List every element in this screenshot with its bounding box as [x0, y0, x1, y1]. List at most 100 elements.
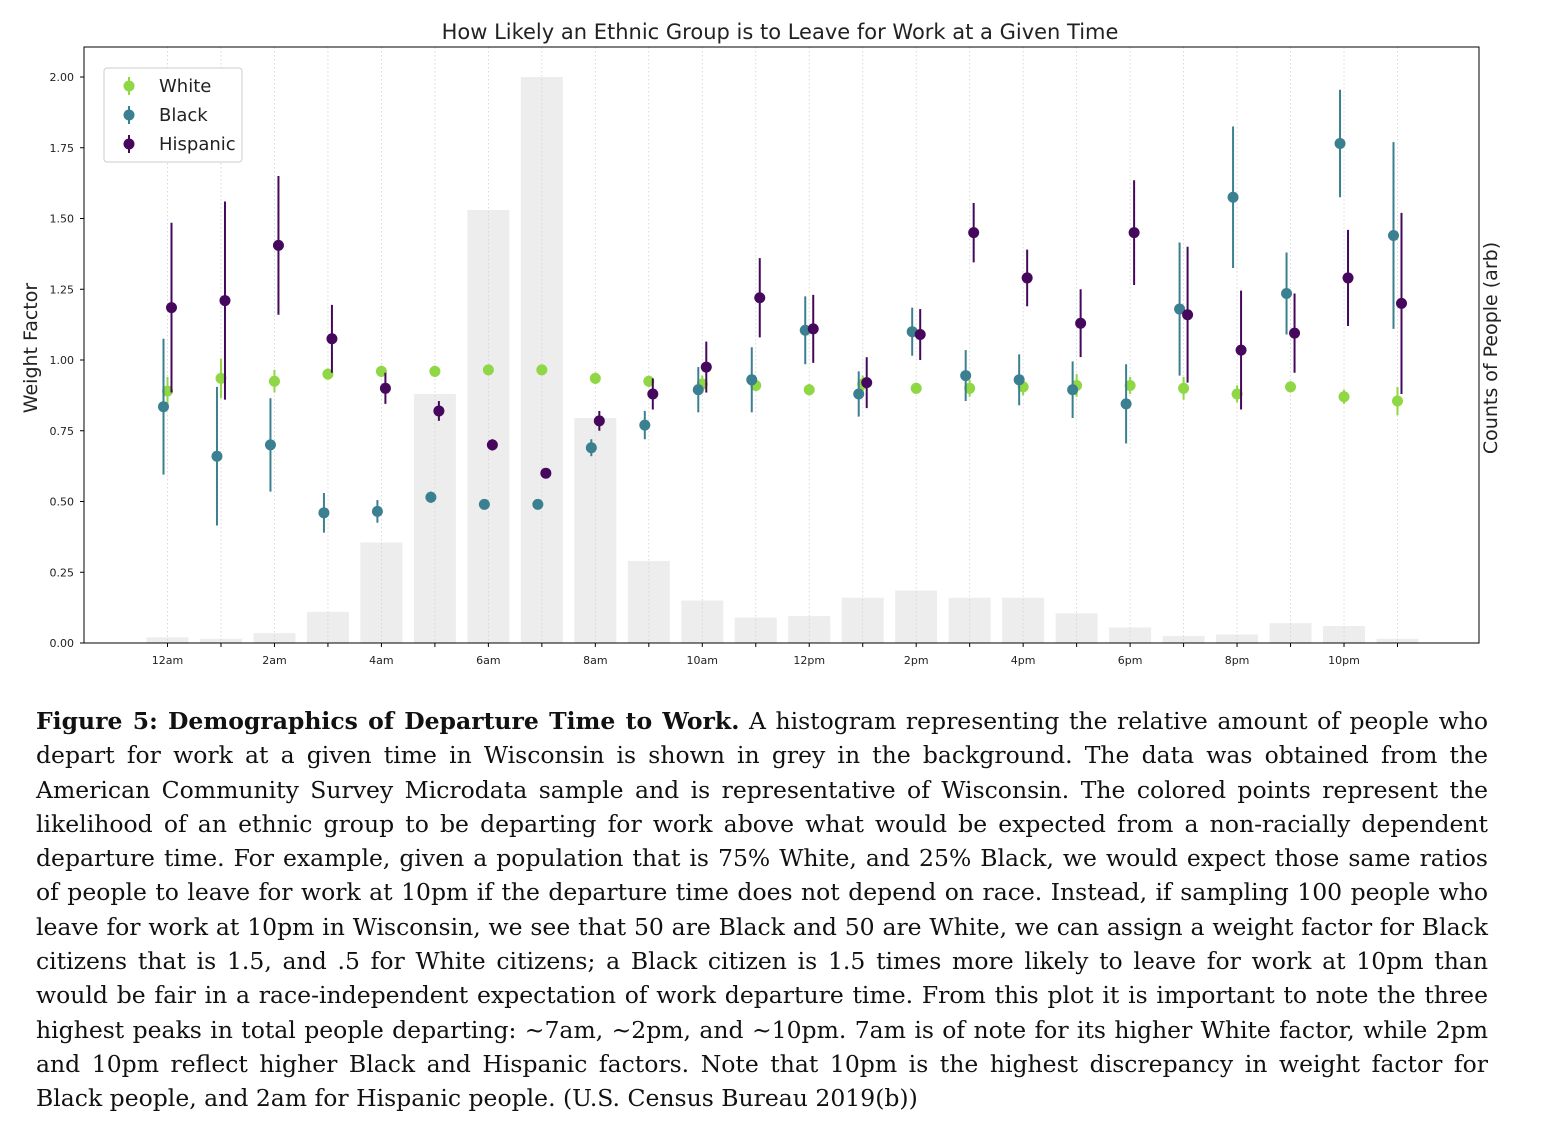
chart: How Likely an Ethnic Group is to Leave f… — [20, 20, 1502, 667]
data-point — [593, 415, 605, 427]
data-point — [960, 370, 972, 382]
data-point — [1013, 374, 1025, 386]
plot-area: 0.00 0.25 0.50 0.75 1.00 1.25 1.50 1.75 2.00 12am… — [50, 46, 1480, 667]
data-point — [536, 364, 548, 376]
data-point — [158, 401, 169, 413]
data-point — [914, 329, 926, 341]
x-tick-label: 12am — [152, 654, 183, 667]
histogram-bar — [1269, 623, 1312, 643]
data-point — [1067, 384, 1079, 396]
data-point — [1124, 379, 1136, 391]
x-tick-label: 4am — [369, 654, 393, 667]
histogram-bar — [199, 638, 242, 643]
chart-title: How Likely an Ethnic Group is to Leave f… — [442, 20, 1119, 44]
histogram-bar — [467, 210, 510, 643]
histogram-bar — [734, 617, 777, 643]
histogram-bar — [1323, 626, 1366, 643]
data-point — [1178, 382, 1190, 394]
data-point — [754, 292, 766, 304]
data-point — [1342, 272, 1354, 284]
x-tick-label: 12pm — [793, 654, 825, 667]
data-point — [647, 388, 659, 400]
x-tick-label: 4pm — [1011, 654, 1036, 667]
data-point — [211, 450, 223, 462]
y-tick-label: 1.25 — [50, 283, 75, 296]
data-point — [375, 365, 387, 377]
y-tick-label: 1.75 — [50, 142, 75, 155]
x-tick-label: 10am — [687, 654, 718, 667]
data-point — [532, 498, 544, 510]
y-tick-label: 1.00 — [50, 354, 75, 367]
data-point — [1285, 381, 1297, 393]
data-point — [853, 388, 865, 400]
x-tick-label: 6pm — [1118, 654, 1143, 667]
y-tick-label: 1.50 — [50, 213, 75, 226]
data-point — [379, 382, 391, 394]
data-point — [1235, 344, 1247, 356]
x-tick-label: 2am — [262, 654, 286, 667]
y-axis-right-label: Counts of People (arb) — [1480, 242, 1502, 454]
data-point — [1281, 287, 1293, 299]
legend-label: Black — [159, 105, 208, 126]
data-point — [268, 375, 280, 387]
data-point — [803, 384, 815, 396]
legend-label: White — [159, 76, 211, 97]
data-point — [1075, 317, 1087, 329]
x-tick-label: 10pm — [1328, 654, 1360, 667]
data-point — [162, 385, 173, 397]
data-point — [215, 372, 227, 384]
data-point — [861, 377, 873, 389]
histogram-bar — [1216, 634, 1259, 643]
data-point — [585, 442, 597, 454]
data-point — [1120, 398, 1132, 410]
legend-marker — [123, 109, 135, 121]
data-point — [1174, 303, 1186, 315]
y-tick-label: 2.00 — [50, 71, 75, 84]
data-point — [1388, 229, 1399, 241]
data-point — [482, 364, 494, 376]
data-point — [968, 227, 980, 239]
data-point — [478, 498, 490, 510]
caption-title: Figure 5: Demographics of Departure Time… — [36, 707, 740, 735]
data-point — [643, 375, 655, 387]
figure-caption: Figure 5: Demographics of Departure Time… — [36, 704, 1488, 1116]
histogram-bar — [788, 616, 831, 643]
histogram-bar — [253, 633, 296, 643]
data-point — [219, 295, 231, 307]
data-point — [910, 382, 922, 394]
y-tick-label: 0.00 — [50, 637, 75, 650]
data-point — [272, 239, 284, 251]
data-point — [1396, 297, 1407, 309]
plot-frame — [83, 46, 1480, 644]
data-point — [692, 384, 704, 396]
x-tick-label: 2pm — [904, 654, 929, 667]
data-point — [322, 368, 334, 380]
data-point — [807, 323, 819, 335]
data-point — [433, 405, 445, 417]
y-axis-label: Weight Factor — [20, 283, 42, 414]
data-point — [746, 374, 758, 386]
data-point — [318, 507, 330, 519]
data-point — [1021, 272, 1033, 284]
data-point — [429, 365, 441, 377]
data-point — [486, 439, 498, 451]
data-point — [639, 419, 651, 431]
data-point — [1334, 138, 1346, 150]
data-point — [1289, 327, 1301, 339]
data-point — [589, 372, 601, 384]
y-tick-label: 0.50 — [50, 496, 75, 509]
y-tick-label: 0.75 — [50, 425, 75, 438]
data-point — [1231, 388, 1243, 400]
data-point — [700, 361, 712, 373]
x-tick-label: 8pm — [1225, 654, 1250, 667]
data-point — [540, 467, 552, 479]
data-point — [326, 333, 338, 345]
legend-box — [103, 67, 243, 163]
data-point — [1128, 227, 1140, 239]
data-point — [1182, 309, 1194, 321]
data-point — [1338, 391, 1350, 403]
data-point — [1392, 395, 1403, 407]
data-point — [166, 302, 177, 314]
data-point — [425, 491, 437, 503]
histogram-bar — [627, 560, 670, 643]
